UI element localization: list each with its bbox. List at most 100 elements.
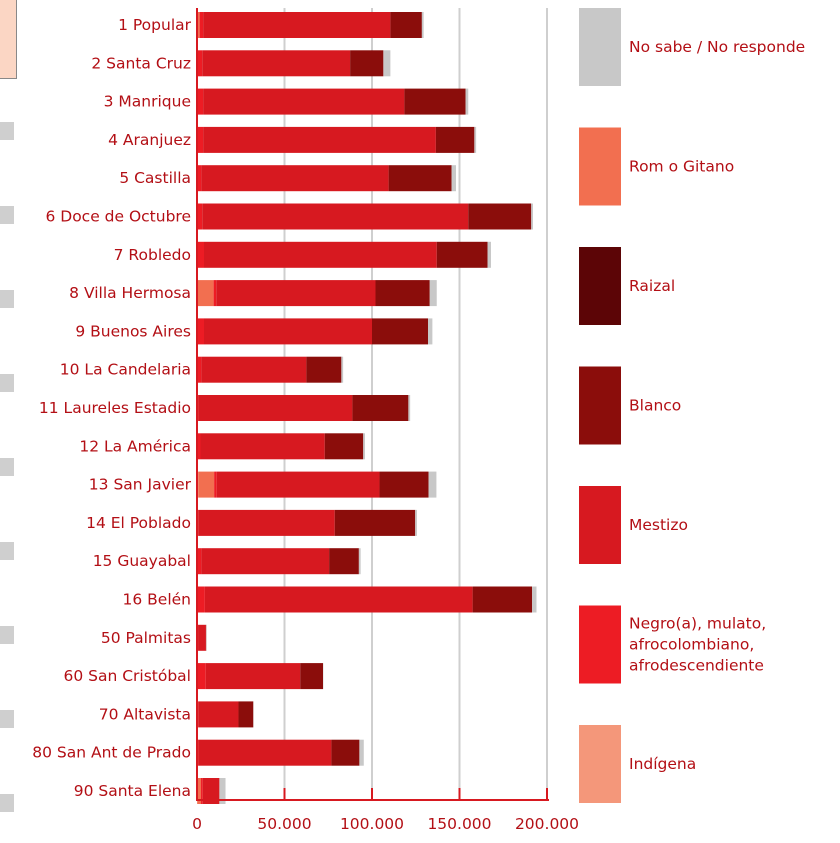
legend-label-line-2: afrocolombiano, [629, 636, 754, 654]
category-label-10: 10 La Candelaria [60, 361, 191, 379]
x-tick-label-3: 150.000 [427, 815, 491, 833]
bar-11-blanco [352, 395, 408, 421]
bar-6-blanco [468, 204, 531, 230]
bar-8-no [430, 280, 437, 306]
category-label-14: 14 El Poblado [86, 514, 191, 532]
legend-label-mestizo: Mestizo [629, 516, 688, 534]
bar-14-blanco [335, 510, 416, 536]
category-label-1: 1 Popular [118, 16, 192, 34]
bar-4-no [474, 127, 476, 153]
bar-2-no [383, 50, 390, 76]
bar-10-negro [198, 357, 202, 383]
bar-7-blanco [437, 242, 488, 268]
bar-12-blanco [325, 433, 364, 459]
bar-4-mestizo [203, 127, 436, 153]
legend-label-raizal: Raizal [629, 277, 675, 295]
bar-14-mestizo [198, 510, 335, 536]
category-label-17: 50 Palmitas [101, 629, 191, 647]
bar-12-no [363, 433, 365, 459]
legend-label-indígena: Indígena [629, 755, 696, 773]
bar-17-mestizo [198, 625, 206, 651]
x-tick-label-1: 50.000 [257, 815, 311, 833]
bar-8-rom [198, 280, 214, 306]
bar-4-blanco [436, 127, 475, 153]
bar-1-rom [198, 12, 200, 38]
legend-swatch-3 [579, 247, 621, 325]
category-label-18: 60 San Cristóbal [63, 667, 191, 685]
bar-3-negro [198, 89, 203, 115]
x-tick-label-0: 0 [192, 815, 202, 833]
x-tick-label-2: 100.000 [340, 815, 404, 833]
bar-19-mestizo [198, 701, 238, 727]
category-label-20: 80 San Ant de Prado [32, 744, 191, 762]
bar-13-no [429, 472, 437, 498]
bar-2-blanco [350, 50, 383, 76]
bar-7-mestizo [204, 242, 437, 268]
bar-6-mestizo [202, 204, 468, 230]
bar-16-mestizo [205, 587, 473, 613]
bar-9-negro [198, 318, 204, 344]
category-label-7: 7 Robledo [114, 246, 191, 264]
legend-swatch-1 [579, 8, 621, 86]
bar-15-no [359, 548, 361, 574]
category-label-3: 3 Manrique [104, 93, 191, 111]
bar-13-mestizo [217, 472, 380, 498]
bar-3-blanco [404, 89, 465, 115]
bar-11-no [408, 395, 410, 421]
bar-5-no [452, 165, 456, 191]
legend-swatch-6 [579, 606, 621, 684]
legend-label-rom: Rom o Gitano [629, 158, 734, 176]
category-label-11: 11 Laureles Estadio [39, 399, 191, 417]
bar-9-no [428, 318, 432, 344]
bar-6-no [531, 204, 533, 230]
x-tick-label-4: 200.000 [515, 815, 579, 833]
bar-14-no [415, 510, 417, 536]
bar-9-mestizo [204, 318, 372, 344]
bar-7-no [488, 242, 492, 268]
bar-16-blanco [473, 587, 533, 613]
legend-label-line-3: afrodescendiente [629, 657, 764, 675]
bar-20-mestizo [198, 740, 331, 766]
category-label-21: 90 Santa Elena [74, 782, 191, 800]
bar-11-mestizo [198, 395, 352, 421]
bar-15-negro [198, 548, 202, 574]
category-label-9: 9 Buenos Aires [75, 322, 191, 340]
category-label-5: 5 Castilla [119, 169, 191, 187]
legend-label-negro: Negro(a), mulato, afrocolombiano, afrodesc… [629, 615, 766, 675]
bar-15-blanco [329, 548, 359, 574]
bar-9-blanco [372, 318, 428, 344]
bar-5-blanco [389, 165, 452, 191]
bar-1-mestizo [203, 12, 390, 38]
legend-swatch-7 [579, 725, 621, 803]
bar-10-blanco [306, 357, 341, 383]
bar-19-blanco [238, 701, 253, 727]
bar-1-negro [200, 12, 204, 38]
bar-12-negro [198, 433, 201, 459]
bar-10-mestizo [201, 357, 306, 383]
bar-10-no [341, 357, 343, 383]
bar-8-mestizo [216, 280, 375, 306]
bar-5-mestizo [201, 165, 388, 191]
category-label-8: 8 Villa Hermosa [69, 284, 191, 302]
category-label-4: 4 Aranjuez [108, 131, 191, 149]
category-label-2: 2 Santa Cruz [91, 54, 191, 72]
bar-3-no [466, 89, 469, 115]
category-label-12: 12 La América [79, 437, 191, 455]
bar-20-no [359, 740, 363, 766]
bar-2-negro [198, 50, 202, 76]
bar-12-mestizo [201, 433, 325, 459]
legend-label-line-1: Negro(a), mulato, [629, 615, 766, 633]
bar-18-negro [198, 663, 206, 689]
category-label-13: 13 San Javier [89, 476, 192, 494]
legend-swatch-2 [579, 128, 621, 206]
legend-label-no: No sabe / No responde [629, 38, 805, 56]
bar-5-negro [198, 165, 202, 191]
bar-16-no [532, 587, 536, 613]
bar-4-negro [198, 127, 203, 153]
bar-16-negro [198, 587, 205, 613]
category-label-6: 6 Doce de Octubre [45, 208, 191, 226]
legend-swatch-5 [579, 486, 621, 564]
category-label-16: 16 Belén [123, 591, 192, 609]
legend-swatch-4 [579, 367, 621, 445]
